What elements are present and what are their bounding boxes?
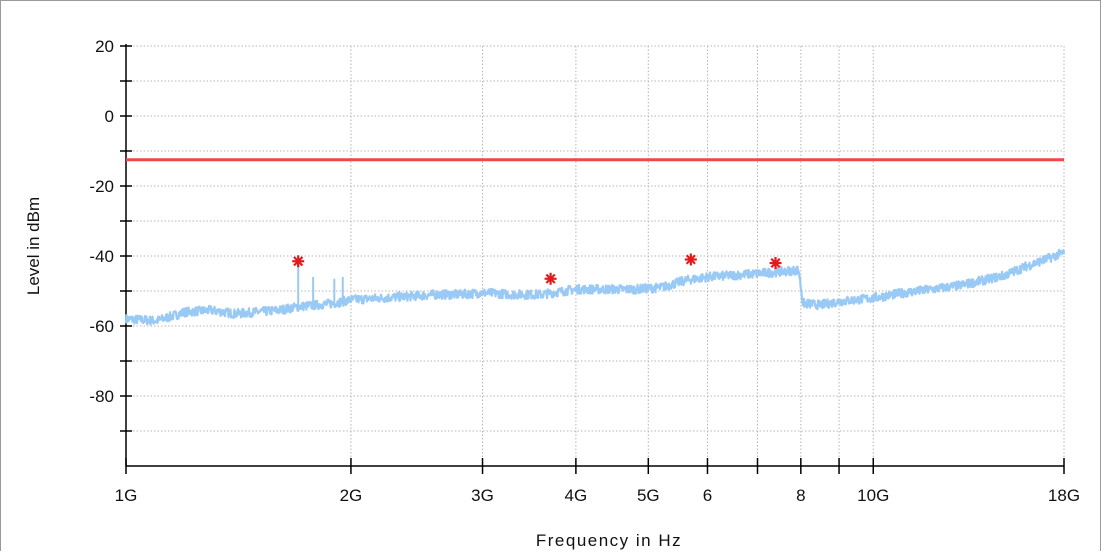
x-tick-label: 2G xyxy=(340,486,363,505)
x-tick-label: 1G xyxy=(115,486,138,505)
peak-marker xyxy=(769,257,782,269)
markers xyxy=(292,253,782,285)
x-tick-label: 4G xyxy=(565,486,588,505)
peak-marker-stroke xyxy=(770,257,781,269)
x-tick-label: 6 xyxy=(703,486,712,505)
y-tick-label: -80 xyxy=(89,387,114,406)
x-tick-label: 3G xyxy=(471,486,494,505)
y-tick-label: 20 xyxy=(95,37,114,56)
x-tick-label: 10G xyxy=(857,486,889,505)
axes: 20 0 -20 -40 -60 -80 1G 2G 3G 4G 5G 6 8 10G 18G xyxy=(89,37,1080,505)
grid xyxy=(126,45,1065,466)
x-tick-label: 8 xyxy=(796,486,805,505)
peak-marker xyxy=(292,255,305,268)
peak-marker xyxy=(544,272,557,285)
measurement-trace xyxy=(124,248,1066,326)
peak-marker xyxy=(684,253,697,266)
y-tick-label: -40 xyxy=(89,247,114,266)
plot-area xyxy=(124,158,1066,326)
peak-marker-stroke xyxy=(545,273,556,284)
y-axis-title: Level in dBm xyxy=(24,197,43,295)
y-tick-label: 0 xyxy=(105,107,114,126)
x-tick-label: 18G xyxy=(1048,486,1080,505)
y-tick-label: -20 xyxy=(89,177,114,196)
x-tick-label: 5G xyxy=(637,486,660,505)
peak-marker-stroke xyxy=(293,256,304,267)
peak-marker-stroke xyxy=(685,254,696,265)
y-tick-label: -60 xyxy=(89,317,114,336)
x-axis-title: Frequency in Hz xyxy=(536,531,682,550)
